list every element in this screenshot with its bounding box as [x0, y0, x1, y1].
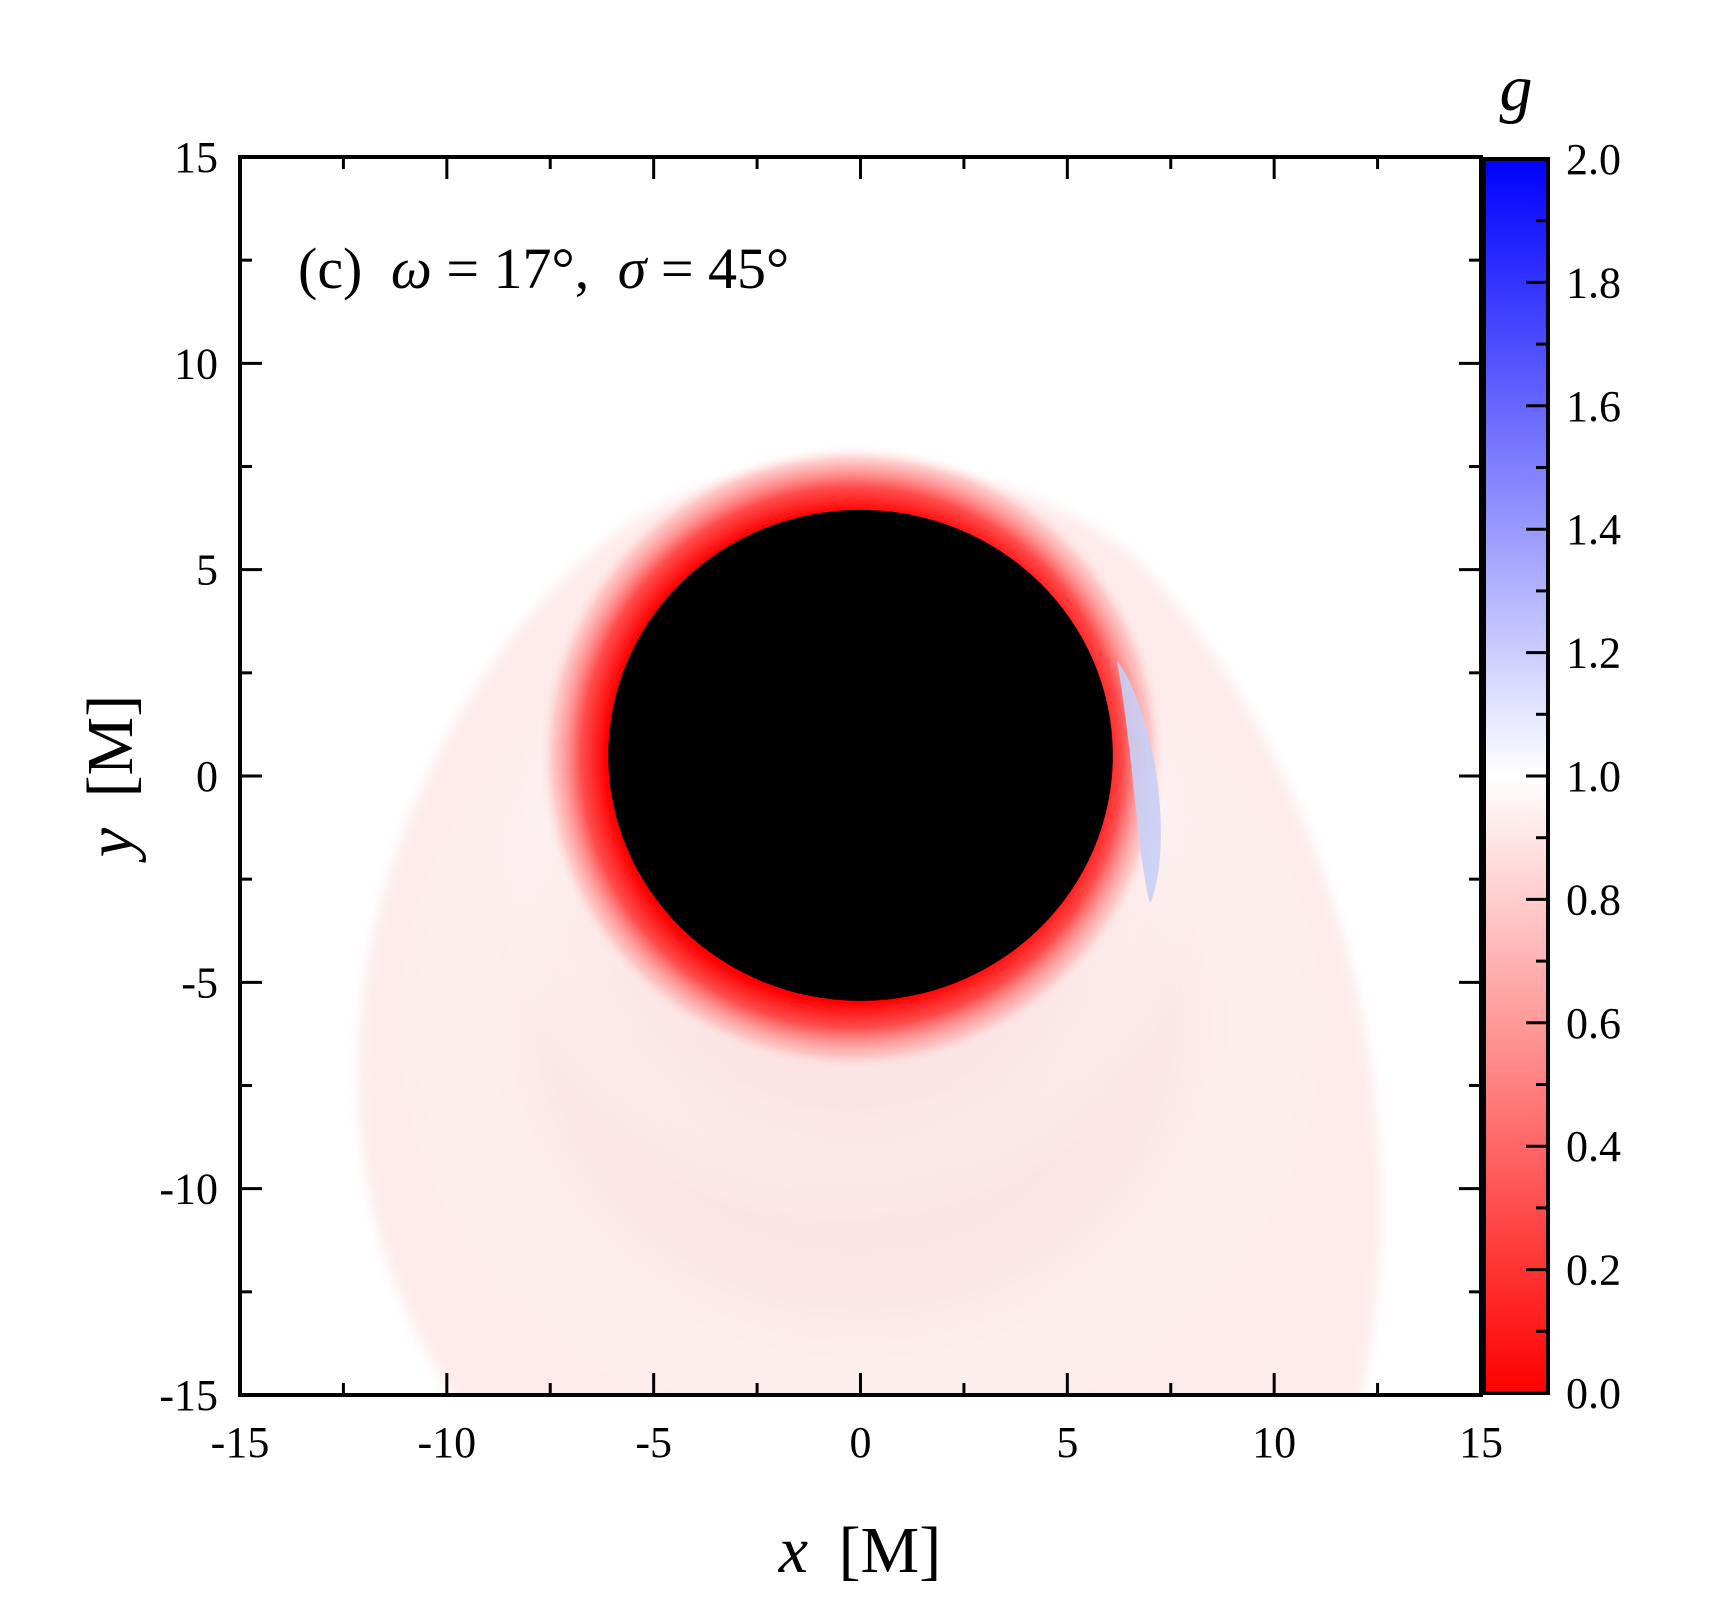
x-tick-label: -10 [418, 1418, 477, 1467]
colorbar-tick-label: 0.6 [1566, 999, 1621, 1048]
black-hole-shadow [608, 509, 1113, 1001]
y-tick-label: 0 [196, 752, 218, 801]
colorbar-tick-label: 1.8 [1566, 258, 1621, 307]
y-tick-label: -15 [159, 1371, 218, 1420]
colorbar-ticks: 0.0 0.2 0.4 0.6 0.8 1.0 1.2 1.4 1.6 1.8 2.0 [1526, 135, 1621, 1418]
colorbar-tick-label: 1.6 [1566, 382, 1621, 431]
panel-label: (c) [298, 236, 362, 301]
y-axis-unit: [M] [74, 695, 147, 798]
sigma-value: = 45° [661, 236, 789, 301]
x-tick-label: 5 [1056, 1418, 1078, 1467]
y-axis-title: y [M] [74, 695, 147, 863]
x-tick-label: -5 [635, 1418, 672, 1467]
colorbar-tick-label: 1.4 [1566, 505, 1621, 554]
y-tick-label: 5 [196, 546, 218, 595]
colorbar-tick-label: 0.8 [1566, 875, 1621, 924]
omega-value: = 17°, [446, 236, 589, 301]
x-axis-title: x [M] [778, 1514, 941, 1587]
colorbar-tick-label: 2.0 [1566, 135, 1621, 184]
colorbar-tick-label: 0.0 [1566, 1369, 1621, 1418]
colorbar-tick-label: 1.0 [1566, 752, 1621, 801]
y-tick-label: 15 [174, 133, 218, 182]
colorbar-tick-label: 0.4 [1566, 1122, 1621, 1171]
y-axis-ticks: -15 -10 -5 0 5 10 15 [159, 133, 1481, 1420]
x-axis-unit: [M] [839, 1514, 942, 1587]
colorbar-title: g [1500, 52, 1533, 125]
colorbar-tick-label: 0.2 [1566, 1246, 1621, 1295]
y-axis-variable: y [74, 827, 147, 863]
x-tick-label: 0 [850, 1418, 872, 1467]
x-tick-label: 15 [1459, 1418, 1503, 1467]
x-axis-variable: x [778, 1514, 808, 1587]
y-tick-label: 10 [174, 339, 218, 388]
x-tick-label: -15 [211, 1418, 270, 1467]
omega-symbol: ω [391, 236, 432, 301]
blueshift-crescent [1116, 660, 1161, 904]
colorbar-tick-label: 1.2 [1566, 629, 1621, 678]
sigma-symbol: σ [618, 236, 649, 301]
y-tick-label: -10 [159, 1165, 218, 1214]
panel-annotation: (c) ω = 17°, σ = 45° [298, 236, 789, 301]
y-tick-label: -5 [181, 958, 218, 1007]
x-axis-ticks: -15 -10 -5 0 5 10 15 [211, 157, 1503, 1467]
heatmap-field [357, 443, 1381, 1395]
x-tick-label: 10 [1252, 1418, 1296, 1467]
